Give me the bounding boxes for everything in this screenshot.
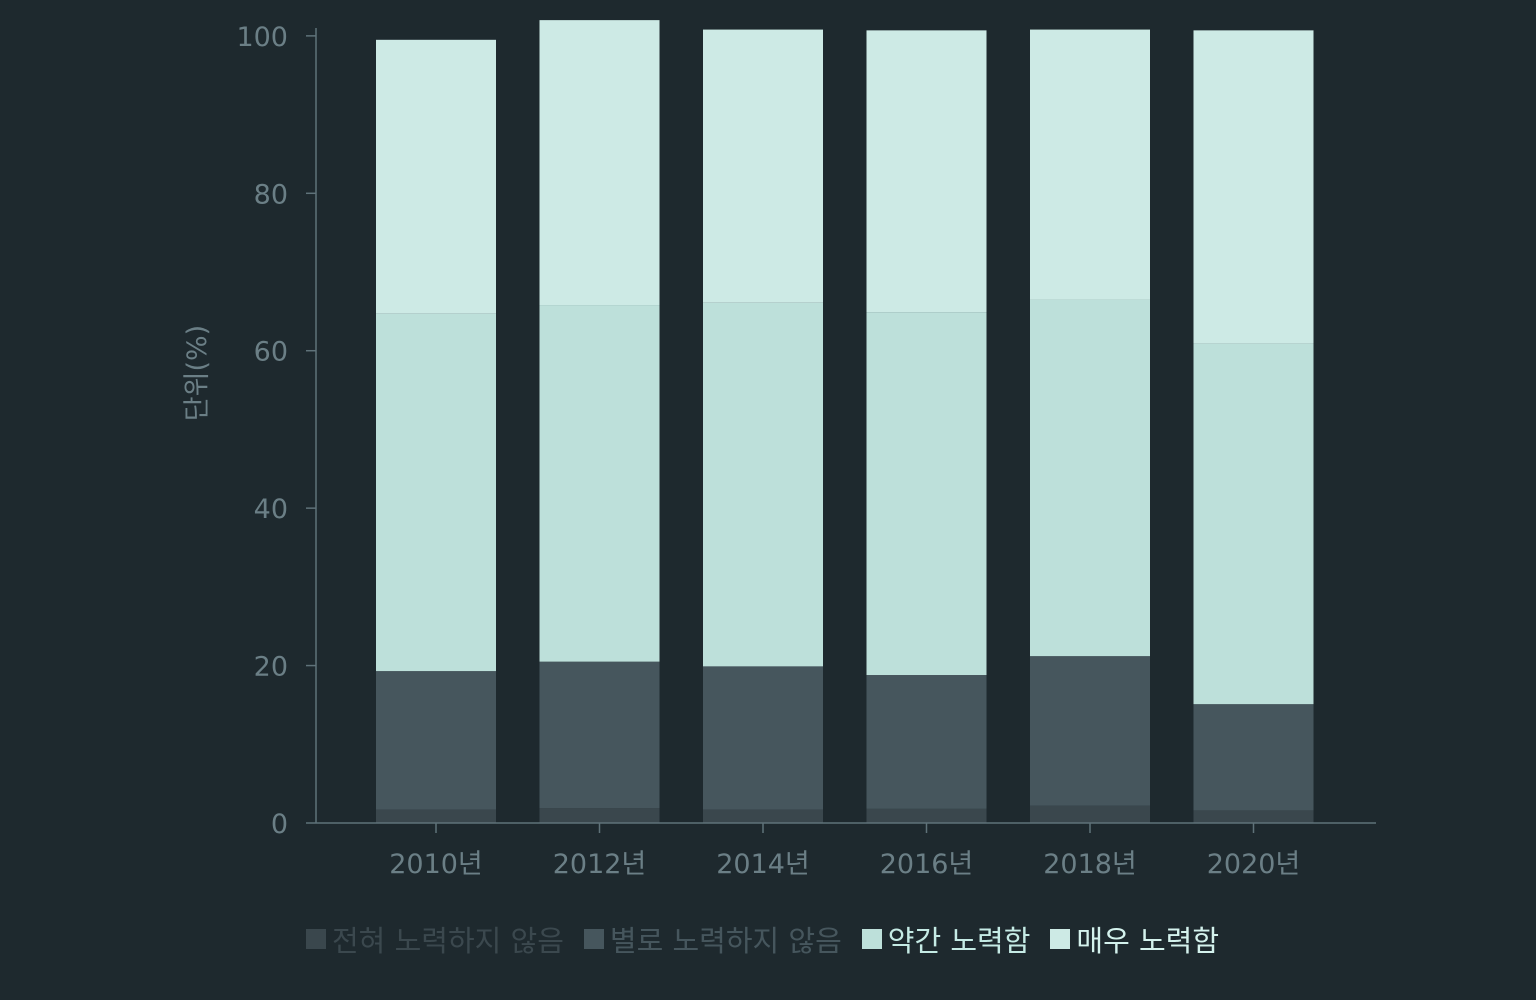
x-tick-label: 2014년 <box>716 849 810 880</box>
bar-segment <box>703 666 823 810</box>
y-tick-label: 100 <box>236 22 288 53</box>
x-tick-label: 2010년 <box>389 849 483 880</box>
legend-label: 별로 노력하지 않음 <box>609 924 842 958</box>
legend-swatch <box>1050 929 1071 949</box>
bar-segment <box>866 675 987 809</box>
bar-segment <box>866 30 987 313</box>
y-axis-title: 단위(%) <box>182 325 213 421</box>
y-tick-label: 20 <box>254 652 288 683</box>
legend-item[interactable]: 약간 노력함 <box>861 918 1031 960</box>
legend-label: 매우 노력함 <box>1076 924 1220 958</box>
bar-segment <box>1193 30 1314 344</box>
bar-segment <box>1193 704 1314 811</box>
y-tick-label: 40 <box>254 494 288 525</box>
x-tick-label: 2020년 <box>1207 849 1301 880</box>
y-tick-label: 60 <box>254 337 288 368</box>
bar-segment <box>539 20 660 306</box>
bar-segment <box>703 29 823 303</box>
bar-segment <box>539 661 660 809</box>
legend-item[interactable]: 전혀 노력하지 않음 <box>306 918 564 960</box>
x-tick-label: 2012년 <box>553 849 647 880</box>
legend-item[interactable]: 매우 노력함 <box>1050 918 1219 960</box>
y-tick-label: 0 <box>271 809 288 840</box>
axes: 0 20 40 60 80 100 2010년 2012년 2014년 2016년 2018년 202… <box>236 22 1376 880</box>
bar-segment <box>1030 656 1150 806</box>
bar-segment <box>866 808 987 823</box>
bar-segment <box>376 671 496 810</box>
x-tick-label: 2018년 <box>1043 849 1137 880</box>
bar-segment <box>1030 805 1150 823</box>
bar-segment <box>866 312 987 676</box>
bar-segment <box>539 808 660 823</box>
bar-segment <box>1030 29 1150 300</box>
bar-segment <box>539 305 660 662</box>
legend-label: 전혀 노력하지 않음 <box>332 924 564 958</box>
bar-segment <box>376 809 496 823</box>
bar-segment <box>376 39 496 314</box>
legend-swatch <box>861 929 882 949</box>
x-tick-label: 2016년 <box>880 849 974 880</box>
bar-area <box>376 20 1314 823</box>
bar-segment <box>703 302 823 667</box>
legend-swatch <box>306 929 326 949</box>
bar-segment <box>1193 810 1314 823</box>
bar-segment <box>1193 343 1314 705</box>
y-tick-label: 80 <box>254 179 288 210</box>
legend-label: 약간 노력함 <box>887 924 1031 958</box>
legend-swatch <box>583 929 604 949</box>
legend: 전혀 노력하지 않음 별로 노력하지 않음 약간 노력함 매우 노력함 <box>306 918 1219 960</box>
bar-segment <box>703 809 823 823</box>
bar-segment <box>1030 299 1150 657</box>
bar-segment <box>376 313 496 672</box>
legend-item[interactable]: 별로 노력하지 않음 <box>583 918 842 960</box>
